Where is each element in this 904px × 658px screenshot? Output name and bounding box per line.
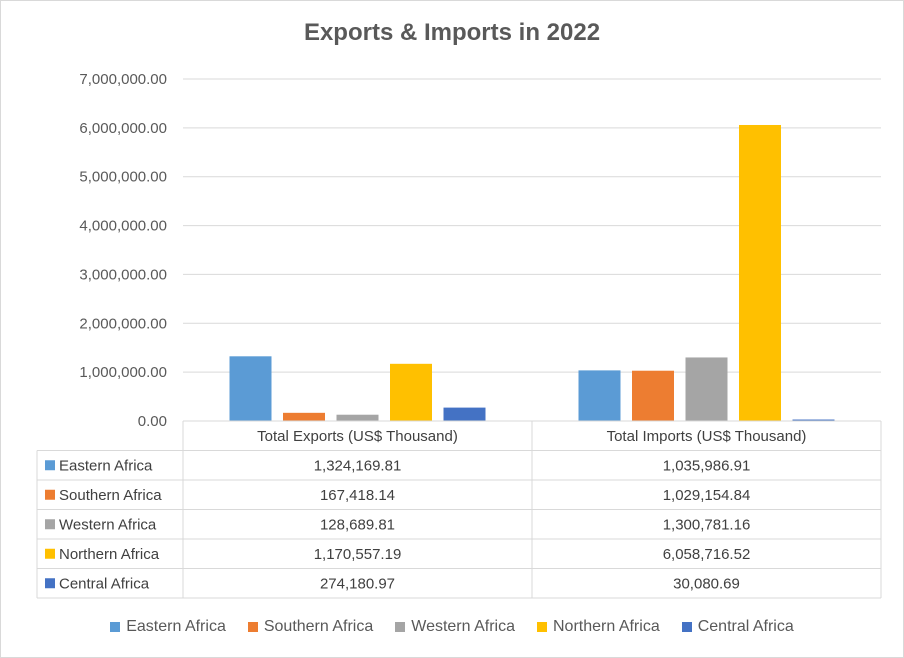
y-tick-label: 0.00	[138, 413, 167, 430]
table-series-swatch	[45, 578, 55, 589]
legend-label: Northern Africa	[553, 618, 660, 635]
legend-item: Eastern Africa	[110, 618, 226, 636]
data-label: 128,689.81	[320, 516, 395, 533]
legend-item: Western Africa	[395, 618, 515, 636]
data-label: 167,418.14	[320, 487, 395, 504]
legend-label: Eastern Africa	[126, 618, 226, 635]
data-label: 1,170,557.19	[314, 546, 402, 563]
legend-swatch	[395, 622, 406, 632]
table-series-swatch	[45, 548, 55, 559]
legend-item: Southern Africa	[247, 618, 374, 636]
y-tick-label: 3,000,000.00	[79, 266, 167, 283]
bar	[792, 419, 835, 421]
data-label: 1,300,781.16	[663, 516, 751, 533]
table-series-swatch	[45, 489, 55, 500]
bar	[443, 407, 486, 421]
y-tick-label: 4,000,000.00	[79, 218, 167, 235]
legend-swatch	[537, 622, 547, 632]
data-label: 1,029,154.84	[663, 487, 751, 504]
legend-item: Northern Africa	[537, 618, 660, 636]
bar	[336, 414, 379, 421]
chart-title: Exports & Imports in 2022	[303, 19, 601, 46]
legend: Eastern Africa Southern Africa Western Afr…	[1, 618, 903, 636]
y-tick-label: 7,000,000.00	[79, 71, 167, 88]
category-label: Total Imports (US$ Thousand)	[607, 428, 807, 445]
data-label: 274,180.97	[320, 575, 395, 592]
legend-swatch	[247, 622, 258, 632]
table-series-name: Southern Africa	[59, 487, 162, 504]
y-tick-label: 6,000,000.00	[79, 120, 167, 137]
y-tick-label: 1,000,000.00	[79, 364, 167, 381]
table-series-name: Northern Africa	[59, 546, 160, 563]
legend-item: Central Africa	[681, 618, 794, 636]
table-series-name: Western Africa	[59, 516, 157, 533]
category-label: Total Exports (US$ Thousand)	[257, 428, 458, 445]
legend-label: Southern Africa	[263, 618, 374, 635]
bar	[390, 363, 432, 421]
legend-swatch	[681, 622, 692, 632]
y-tick-label: 5,000,000.00	[79, 169, 167, 186]
table-series-swatch	[45, 460, 55, 471]
data-label: 1,324,169.81	[314, 457, 402, 474]
table-series-name: Central Africa	[59, 575, 150, 592]
bar	[739, 124, 781, 422]
bar	[283, 412, 325, 421]
data-label: 1,035,986.91	[663, 457, 751, 474]
bar	[578, 370, 621, 421]
legend-label: Central Africa	[697, 618, 794, 635]
legend-label: Western Africa	[411, 618, 515, 635]
data-label: 6,058,716.52	[663, 546, 751, 563]
legend-swatch	[110, 622, 121, 632]
table-series-swatch	[45, 519, 55, 530]
bar	[685, 357, 728, 421]
table-series-name: Eastern Africa	[59, 457, 153, 474]
bar	[229, 356, 272, 421]
y-tick-label: 2,000,000.00	[79, 315, 167, 332]
data-label: 30,080.69	[673, 575, 740, 592]
bar	[632, 370, 674, 421]
